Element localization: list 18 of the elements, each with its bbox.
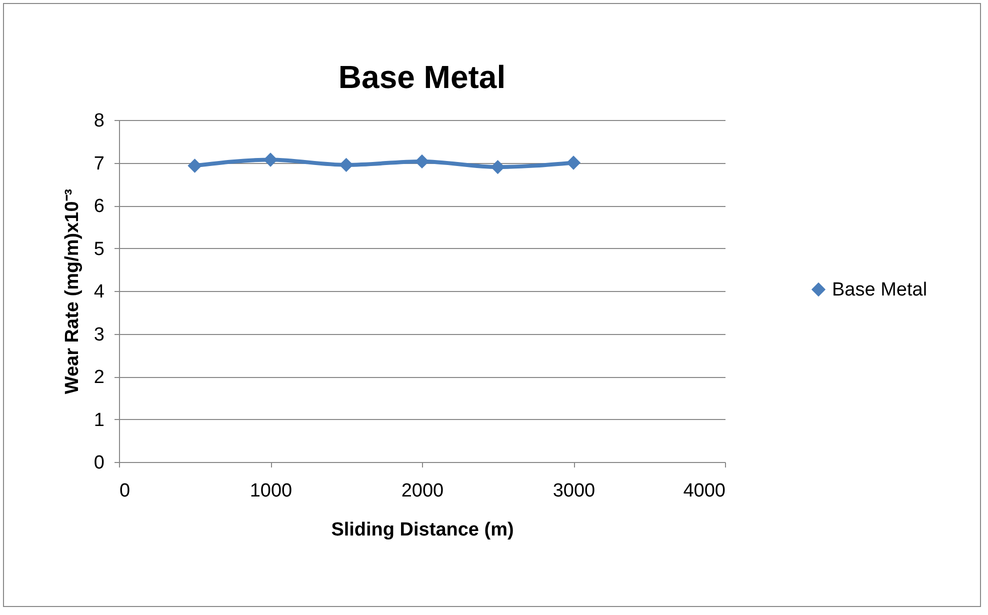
x-tick-label: 4000 bbox=[683, 480, 726, 502]
x-tick-label: 0 bbox=[120, 480, 130, 502]
legend-label: Base Metal bbox=[832, 280, 928, 300]
y-tick-label: 1 bbox=[94, 410, 104, 431]
y-tick-label: 3 bbox=[94, 324, 104, 346]
y-tick-label: 8 bbox=[94, 110, 104, 132]
chart-title: Base Metal bbox=[338, 59, 506, 95]
y-tick-label: 2 bbox=[94, 367, 104, 388]
y-tick-label: 0 bbox=[94, 452, 104, 474]
x-tick-label: 2000 bbox=[401, 480, 444, 502]
y-tick-label: 7 bbox=[94, 153, 104, 174]
x-tick-label: 3000 bbox=[552, 480, 596, 502]
y-tick-label: 6 bbox=[94, 196, 104, 217]
y-axis-title: Wear Rate (mg/m)x10⁻³ bbox=[62, 188, 83, 394]
y-tick-label: 4 bbox=[94, 282, 105, 302]
y-tick-label: 5 bbox=[94, 238, 104, 260]
x-tick-label: 1000 bbox=[250, 480, 292, 502]
x-axis-title: Sliding Distance (m) bbox=[331, 520, 514, 540]
